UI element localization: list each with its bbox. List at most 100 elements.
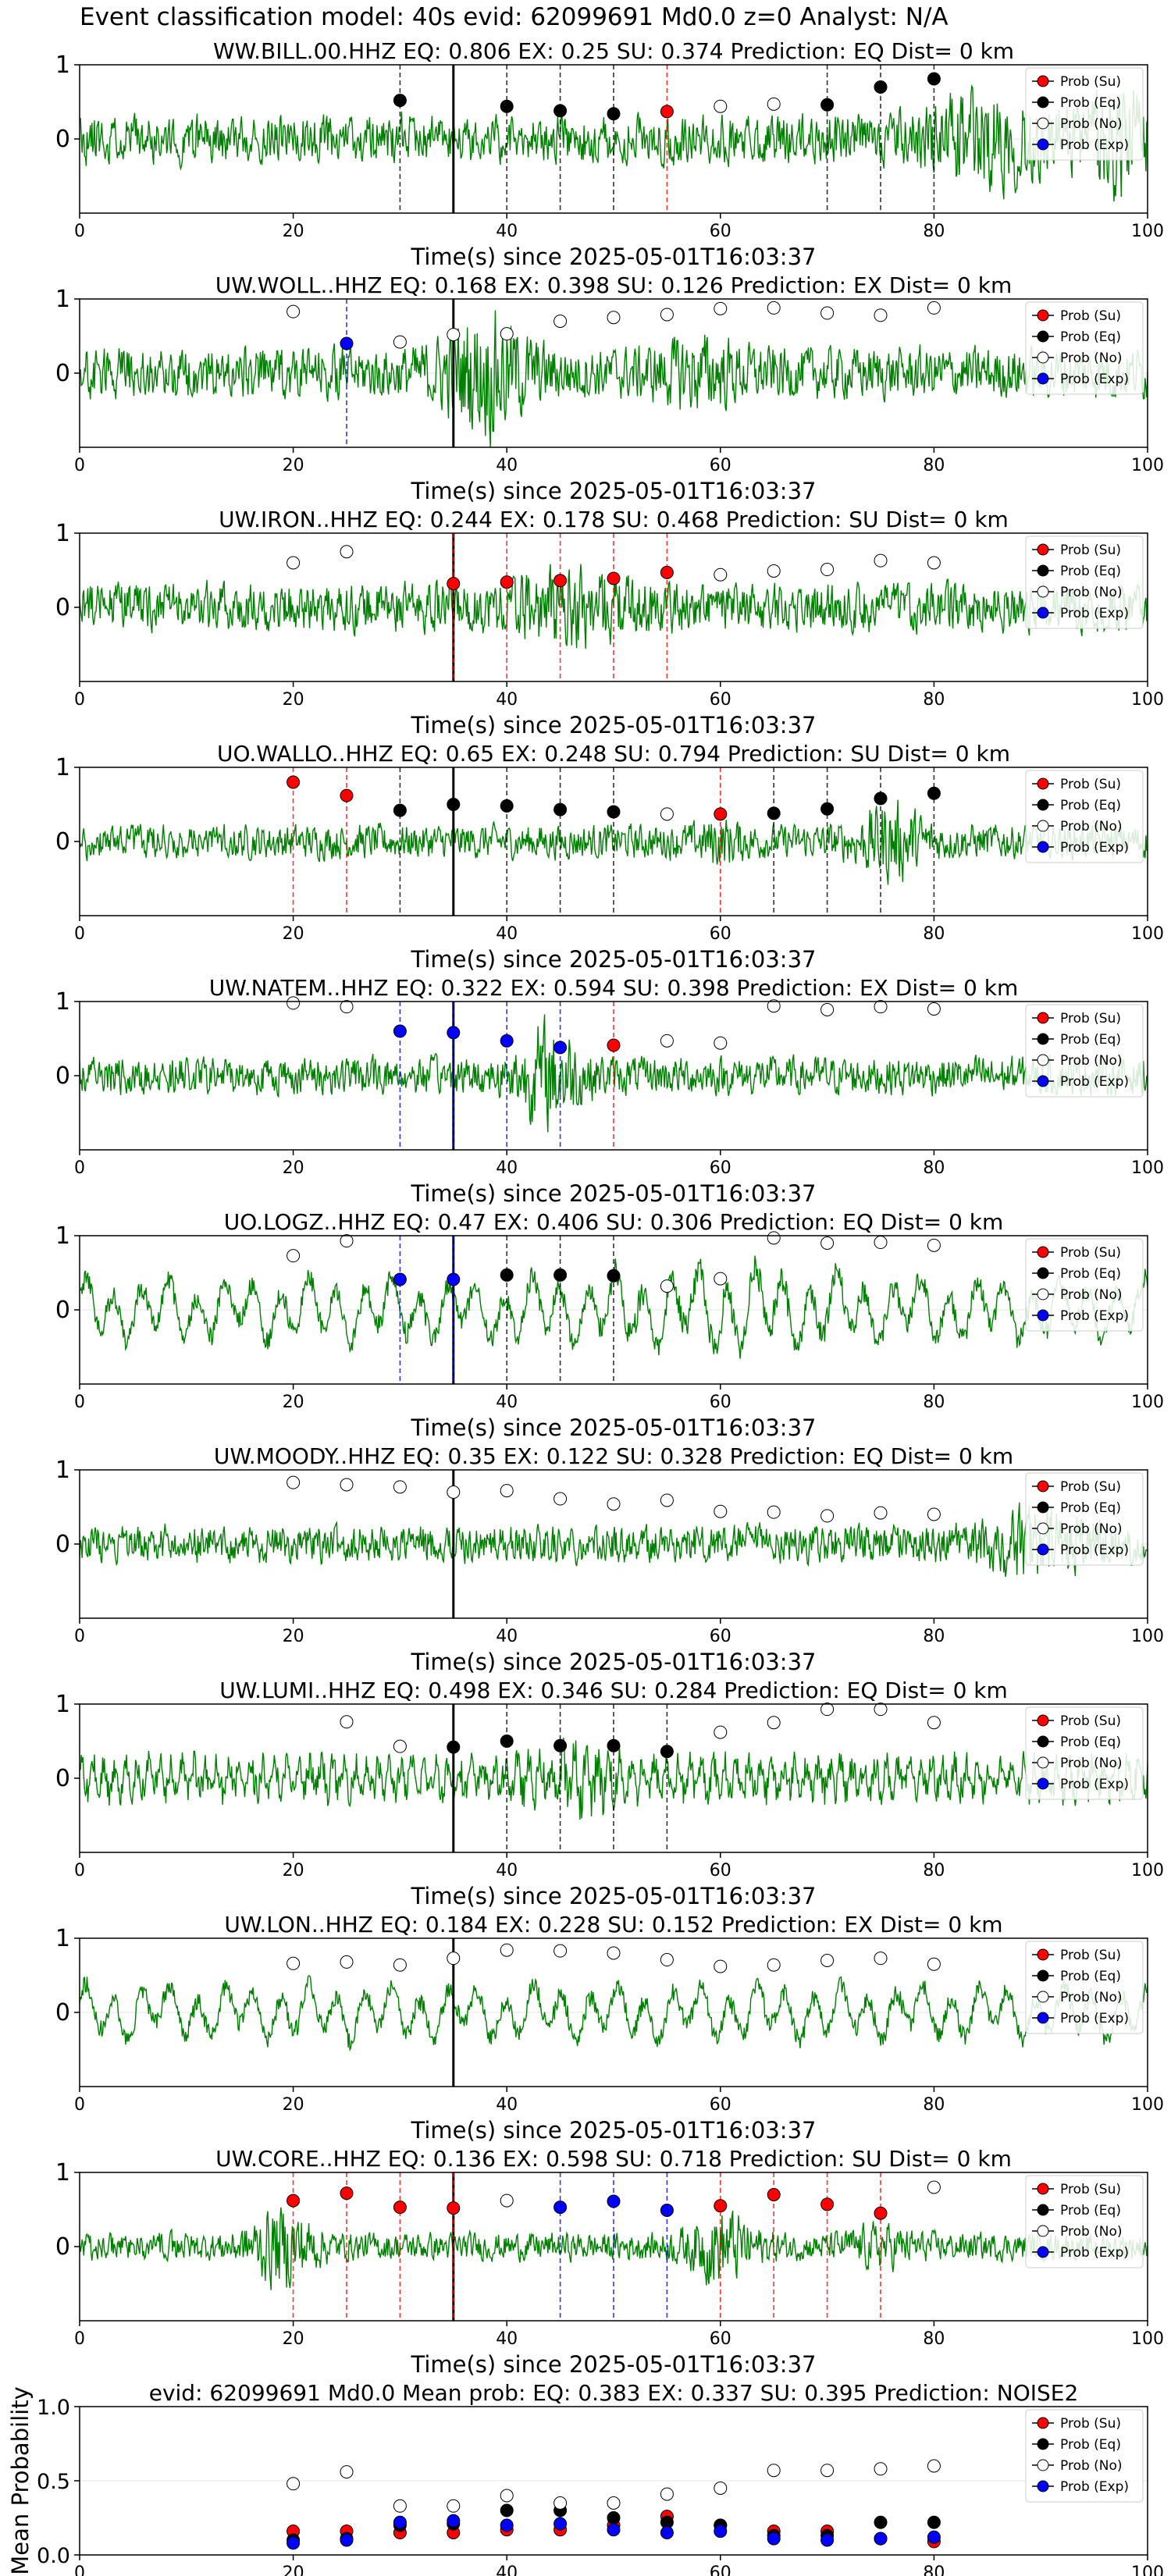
x-tick-label: 60: [710, 1158, 731, 1178]
panel-title: UW.WOLL..HHZ EQ: 0.168 EX: 0.398 SU: 0.1…: [215, 272, 1013, 298]
legend-marker-exp: [1037, 1309, 1049, 1322]
prob-marker-su: [714, 807, 728, 821]
prob-marker-eq: [553, 802, 568, 817]
y-tick-label: 0: [55, 1062, 70, 1090]
x-tick-label: 20: [283, 2329, 304, 2349]
x-tick-label: 20: [283, 2564, 304, 2576]
legend-marker-eq: [1037, 1267, 1049, 1279]
prob-marker-su: [714, 2199, 728, 2213]
legend-label: Prob (Exp): [1060, 1777, 1129, 1792]
legend-box: [1025, 301, 1144, 395]
prob-marker-no: [874, 1703, 888, 1717]
prob-marker-no: [767, 1958, 781, 1972]
legend-marker-exp: [1037, 1777, 1049, 1790]
prob-marker-exp: [660, 2526, 674, 2539]
legend-label: Prob (No): [1060, 350, 1123, 366]
x-axis-label: Time(s) since 2025-05-01T16:03:37: [411, 946, 817, 973]
y-tick-label: 1: [55, 2159, 70, 2186]
y-tick-label: 1: [55, 52, 70, 79]
x-tick-label: 60: [710, 924, 731, 944]
prob-marker-eq: [553, 104, 568, 118]
x-tick-label: 60: [710, 2564, 731, 2576]
prob-marker-exp: [927, 2530, 941, 2544]
legend-marker-no: [1037, 820, 1049, 832]
x-axis-label: Time(s) since 2025-05-01T16:03:37: [411, 2351, 817, 2378]
prob-marker-eq: [393, 94, 407, 108]
legend-label: Prob (Su): [1060, 1011, 1121, 1026]
prob-marker-no: [287, 996, 301, 1010]
prob-marker-no: [714, 301, 728, 315]
prob-marker-no: [340, 1955, 354, 1969]
prob-marker-su: [393, 2201, 407, 2215]
legend-marker-no: [1037, 1522, 1049, 1535]
prob-marker-no: [714, 99, 728, 113]
prob-marker-no: [553, 1492, 568, 1506]
legend-marker-exp: [1037, 138, 1049, 151]
prob-marker-su: [607, 1038, 621, 1052]
y-tick-label: 0: [55, 594, 70, 621]
prob-marker-eq: [500, 1735, 514, 1748]
legend-label: Prob (Exp): [1060, 2479, 1129, 2495]
chart-panel-7: 0 20 40 60 80 100 0 1 UW.MOODY..HHZ EQ: 0.35 EX:…: [55, 1443, 1164, 1675]
prob-marker-exp: [447, 2514, 461, 2528]
legend-marker-exp: [1037, 607, 1049, 619]
prob-marker-no: [820, 563, 835, 577]
prob-marker-no: [340, 1234, 354, 1248]
x-tick-label: 60: [710, 2095, 731, 2115]
legend-label: Prob (Eq): [1060, 564, 1121, 579]
prob-marker-su: [500, 575, 514, 589]
legend-label: Prob (Eq): [1060, 2203, 1121, 2218]
prob-marker-no: [447, 328, 461, 342]
chart-panel-6: 0 20 40 60 80 100 0 1 UO.LOGZ..HHZ EQ: 0.47 EX: …: [55, 1209, 1164, 1441]
x-tick-label: 60: [710, 1627, 731, 1646]
legend-box: [1025, 770, 1144, 863]
prob-marker-no: [287, 1475, 301, 1489]
chart-panel-10: 0 20 40 60 80 100 0 1 UW.CORE..HHZ EQ: 0.136 EX:…: [55, 2146, 1164, 2378]
x-tick-label: 80: [923, 2095, 945, 2115]
legend-marker-eq: [1037, 1501, 1049, 1514]
x-tick-label: 20: [283, 1861, 304, 1880]
prob-marker-no: [767, 999, 781, 1013]
prob-marker-su: [660, 105, 674, 119]
legend-label: Prob (No): [1060, 1990, 1123, 2005]
legend-box: [1025, 1238, 1144, 1332]
y-tick-label: 1: [55, 988, 70, 1016]
x-tick-label: 20: [283, 1393, 304, 1412]
legend-marker-eq: [1037, 2204, 1049, 2216]
x-tick-label: 100: [1131, 690, 1164, 710]
x-axis-label: Time(s) since 2025-05-01T16:03:37: [411, 244, 817, 270]
y-tick-label: 0: [55, 1297, 70, 1324]
panel-title: UW.NATEM..HHZ EQ: 0.322 EX: 0.594 SU: 0.…: [209, 975, 1018, 1001]
x-tick-label: 80: [923, 1861, 945, 1880]
legend-label: Prob (Su): [1060, 1245, 1121, 1261]
prob-marker-no: [767, 2464, 781, 2478]
x-tick-label: 20: [283, 1627, 304, 1646]
prob-marker-no: [500, 1943, 514, 1957]
prob-marker-no: [820, 306, 835, 320]
prob-marker-no: [660, 308, 674, 322]
prob-marker-no: [927, 2180, 941, 2194]
prob-marker-exp: [340, 336, 354, 350]
prob-marker-no: [927, 1238, 941, 1252]
prob-marker-no: [340, 1478, 354, 1492]
prob-marker-no: [820, 1236, 835, 1250]
prob-marker-no: [340, 1000, 354, 1014]
figure-title: Event classification model: 40s evid: 62…: [80, 3, 949, 31]
prob-marker-no: [927, 301, 941, 315]
x-tick-label: 100: [1131, 924, 1164, 944]
x-tick-label: 0: [74, 456, 85, 475]
x-tick-label: 100: [1131, 2564, 1164, 2576]
x-tick-label: 20: [283, 222, 304, 241]
legend-marker-eq: [1037, 330, 1049, 343]
y-tick-label: 1: [55, 1691, 70, 1718]
prob-marker-no: [660, 2487, 674, 2501]
x-tick-label: 20: [283, 2095, 304, 2115]
prob-marker-exp: [393, 1272, 407, 1286]
legend-marker-exp: [1037, 841, 1049, 853]
x-tick-label: 0: [74, 1158, 85, 1178]
chart-panel-9: 0 20 40 60 80 100 0 1 UW.LON..HHZ EQ: 0.184 EX: …: [55, 1912, 1164, 2144]
x-tick-label: 0: [74, 2329, 85, 2349]
prob-marker-exp: [393, 2515, 407, 2529]
prob-marker-eq: [500, 799, 514, 813]
prob-marker-no: [500, 2194, 514, 2208]
